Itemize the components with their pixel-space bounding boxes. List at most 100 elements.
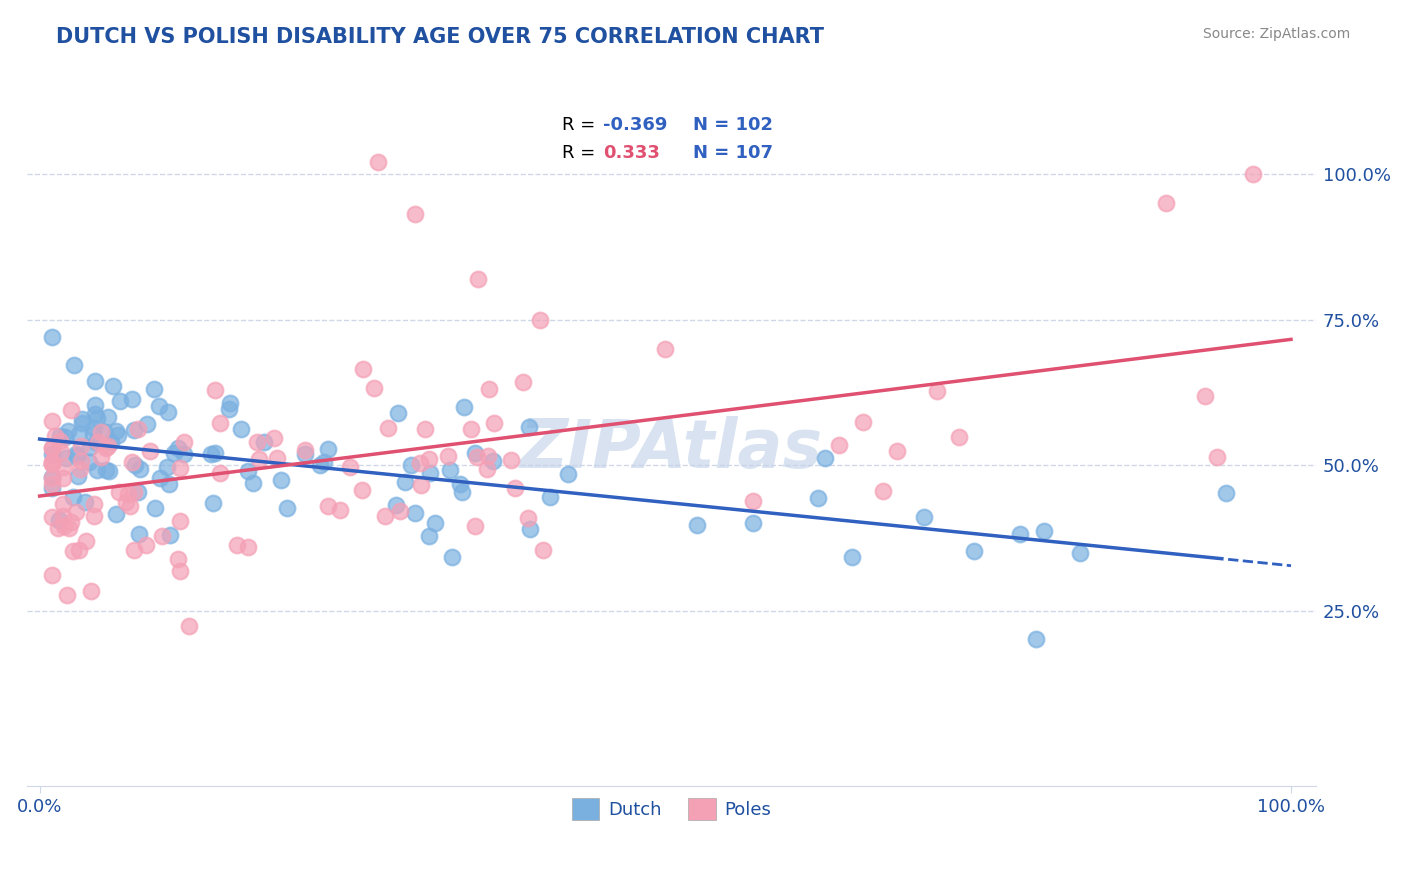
Point	[314, 455, 336, 469]
Point	[450, 485, 472, 500]
Point	[84, 407, 107, 421]
Point	[538, 490, 561, 504]
Point	[464, 519, 486, 533]
Point	[238, 541, 260, 555]
Point	[218, 396, 240, 410]
Text: Source: ZipAtlas.com: Source: ZipAtlas.com	[1202, 27, 1350, 41]
Point	[557, 467, 579, 482]
Point	[453, 401, 475, 415]
Point	[686, 518, 709, 533]
Point	[108, 485, 131, 500]
Point	[136, 417, 159, 432]
Point	[83, 509, 105, 524]
Point	[229, 422, 252, 436]
Point	[441, 549, 464, 564]
Point	[1069, 546, 1091, 560]
Point	[67, 426, 90, 441]
Point	[482, 454, 505, 468]
Point	[156, 405, 179, 419]
Point	[404, 207, 426, 221]
Point	[52, 519, 75, 533]
Legend: Dutch, Poles: Dutch, Poles	[557, 784, 786, 835]
Point	[246, 435, 269, 450]
Point	[60, 515, 83, 529]
Point	[329, 503, 352, 517]
Point	[44, 428, 66, 442]
Point	[90, 450, 112, 465]
Point	[121, 455, 143, 469]
Point	[413, 422, 436, 436]
Point	[101, 379, 124, 393]
Point	[83, 398, 105, 412]
Point	[86, 411, 108, 425]
Point	[96, 439, 118, 453]
Point	[202, 495, 225, 509]
Point	[67, 542, 90, 557]
Point	[389, 503, 412, 517]
Point	[226, 538, 249, 552]
Point	[276, 500, 298, 515]
Point	[69, 461, 91, 475]
Point	[418, 451, 440, 466]
Text: -0.369: -0.369	[603, 116, 668, 134]
Point	[41, 442, 63, 456]
Point	[41, 509, 63, 524]
Point	[308, 458, 330, 472]
Point	[97, 410, 120, 425]
Point	[108, 394, 131, 409]
Point	[41, 477, 63, 491]
Point	[654, 342, 676, 356]
Point	[350, 483, 373, 497]
Point	[465, 450, 488, 465]
Point	[912, 509, 935, 524]
Point	[98, 464, 121, 478]
Point	[204, 383, 226, 397]
Point	[253, 435, 276, 450]
Point	[425, 516, 447, 530]
Point	[150, 528, 173, 542]
Point	[83, 421, 105, 435]
Text: 0.333: 0.333	[603, 145, 661, 162]
Point	[318, 499, 340, 513]
Point	[48, 512, 70, 526]
Point	[87, 434, 110, 449]
Point	[807, 491, 830, 506]
Point	[263, 431, 285, 445]
Point	[1194, 389, 1216, 403]
Point	[41, 447, 63, 461]
Point	[478, 382, 501, 396]
Point	[814, 450, 837, 465]
Point	[63, 358, 86, 372]
Point	[104, 425, 127, 439]
Point	[156, 460, 179, 475]
Point	[464, 446, 486, 460]
Point	[55, 450, 77, 465]
Point	[925, 384, 948, 398]
Point	[1025, 632, 1047, 646]
Point	[69, 454, 91, 468]
Point	[59, 403, 82, 417]
Point	[41, 457, 63, 471]
Text: R =: R =	[562, 116, 600, 134]
Text: N = 102: N = 102	[693, 116, 773, 134]
Point	[419, 466, 441, 480]
Point	[52, 459, 75, 474]
Point	[200, 447, 222, 461]
Point	[122, 543, 145, 558]
Point	[96, 441, 118, 455]
Point	[467, 271, 489, 285]
Point	[104, 508, 127, 522]
Point	[122, 423, 145, 437]
Point	[135, 538, 157, 552]
Point	[169, 564, 191, 578]
Point	[169, 514, 191, 528]
Point	[482, 416, 505, 430]
Point	[169, 461, 191, 475]
Point	[477, 462, 499, 476]
Point	[512, 376, 534, 390]
Point	[374, 509, 396, 524]
Point	[127, 484, 149, 499]
Point	[872, 484, 894, 499]
Point	[139, 444, 162, 458]
Point	[90, 425, 112, 439]
